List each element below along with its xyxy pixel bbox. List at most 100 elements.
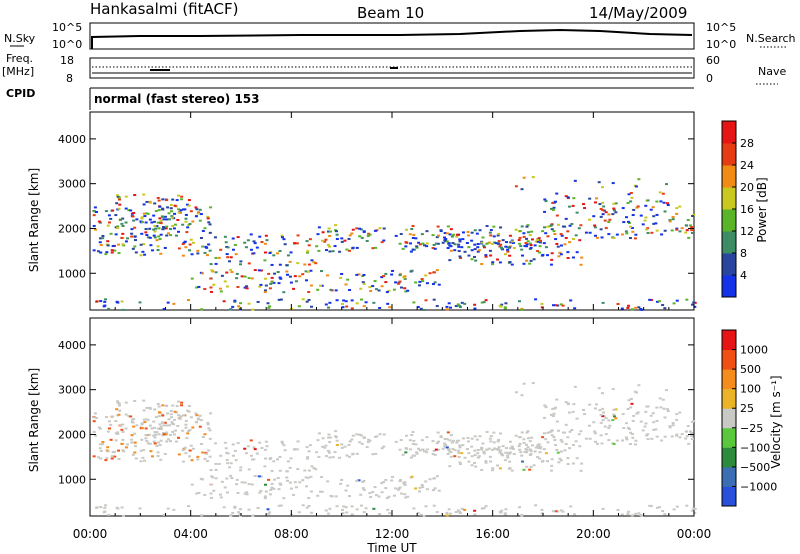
- power-cell: [457, 245, 461, 248]
- velocity-cell: [103, 510, 107, 513]
- velocity-cell: [655, 435, 659, 438]
- velocity-cell: [263, 448, 267, 451]
- velocity-cell: [278, 482, 282, 485]
- power-cell: [180, 198, 184, 201]
- power-cell: [663, 210, 667, 213]
- velocity-cell: [476, 452, 480, 455]
- power-cell: [223, 280, 227, 283]
- power-cell: [404, 245, 408, 248]
- velocity-cell: [149, 450, 153, 453]
- time-axis: 00:00 04:00 08:00 12:00 16:00 20:00 00:00: [73, 112, 711, 541]
- power-cell: [620, 307, 624, 310]
- velocity-cell: [146, 418, 150, 421]
- velocity-cell: [132, 417, 136, 420]
- power-cell: [444, 237, 448, 240]
- power-cell: [634, 233, 638, 236]
- velocity-cell: [169, 413, 173, 416]
- date-title: 14/May/2009: [589, 4, 687, 22]
- power-cell: [309, 284, 313, 287]
- velocity-cell: [288, 481, 292, 484]
- velocity-cell: [177, 417, 181, 420]
- power-cell: [285, 273, 289, 276]
- velocity-cell: [433, 487, 437, 490]
- velocity-cell: [226, 452, 230, 455]
- velocity-cell: [458, 461, 462, 464]
- power-cell: [104, 298, 108, 301]
- power-cell: [536, 250, 540, 253]
- velocity-cell: [578, 445, 582, 448]
- power-cell: [209, 286, 213, 289]
- velocity-cell: [328, 436, 332, 439]
- power-cell: [156, 245, 160, 248]
- power-cell: [435, 236, 439, 239]
- nsky-panel: N.Sky 10^5 10^0 10^5 10^0 N.Search: [4, 21, 796, 51]
- velocity-cell: [503, 459, 507, 462]
- nsky-trace: [91, 28, 693, 49]
- power-cell: [213, 236, 217, 239]
- power-cell: [107, 221, 111, 224]
- power-cell: [554, 304, 558, 307]
- power-cell: [231, 305, 235, 308]
- velocity-cell: [688, 430, 692, 433]
- power-cell: [265, 239, 269, 242]
- power-cell: [437, 283, 441, 286]
- velocity-cell: [646, 438, 650, 441]
- velocity-cell: [223, 441, 227, 444]
- velocity-cell: [512, 453, 516, 456]
- velocity-cell: [283, 449, 287, 452]
- velocity-cell: [549, 430, 553, 433]
- velocity-cell: [654, 428, 658, 431]
- velocity-cell: [249, 439, 253, 442]
- velocity-cell: [208, 455, 212, 458]
- power-cell: [675, 207, 679, 210]
- power-cell: [133, 226, 137, 229]
- velocity-cell: [158, 411, 162, 414]
- power-cell: [210, 269, 214, 272]
- power-cell: [146, 236, 150, 239]
- velocity-cell: [398, 479, 402, 482]
- power-cell: [317, 226, 321, 229]
- power-cell: [410, 228, 414, 231]
- power-cell: [540, 306, 544, 309]
- power-cell: [355, 227, 359, 230]
- velocity-cell: [335, 439, 339, 442]
- power-cell: [690, 232, 694, 235]
- power-cell: [312, 261, 316, 264]
- velocity-cell: [365, 446, 369, 449]
- velocity-cell: [208, 429, 212, 432]
- power-cell: [420, 278, 424, 281]
- power-cell: [234, 253, 238, 256]
- power-cell: [97, 220, 101, 223]
- power-cell: [557, 255, 561, 258]
- velocity-cell: [124, 427, 128, 430]
- power-cell: [520, 308, 524, 311]
- velocity-cell: [380, 482, 384, 485]
- power-cell: [612, 209, 616, 212]
- velocity-cell: [159, 425, 163, 428]
- power-cell: [480, 301, 484, 304]
- power-cell: [374, 288, 378, 291]
- velocity-cell: [573, 385, 577, 388]
- velocity-cell: [461, 437, 465, 440]
- velocity-cell: [279, 504, 283, 507]
- power-cell: [335, 233, 339, 236]
- power-cell: [269, 282, 273, 285]
- velocity-cell: [133, 445, 137, 448]
- power-cell: [305, 300, 309, 303]
- velocity-cell: [463, 456, 467, 459]
- velocity-cell: [550, 464, 554, 467]
- power-cell: [278, 249, 282, 252]
- velocity-colorbar-swatch: [722, 388, 736, 409]
- velocity-cell: [518, 436, 522, 439]
- power-cell: [612, 202, 616, 205]
- power-cell: [627, 193, 631, 196]
- velocity-cell: [351, 453, 355, 456]
- power-cell: [380, 241, 384, 244]
- power-cell: [514, 185, 518, 188]
- power-cell: [482, 246, 486, 249]
- power-cell: [187, 204, 191, 207]
- power-cell: [306, 270, 310, 273]
- power-cell: [458, 240, 462, 243]
- power-cell: [523, 244, 527, 247]
- velocity-cell: [488, 437, 492, 440]
